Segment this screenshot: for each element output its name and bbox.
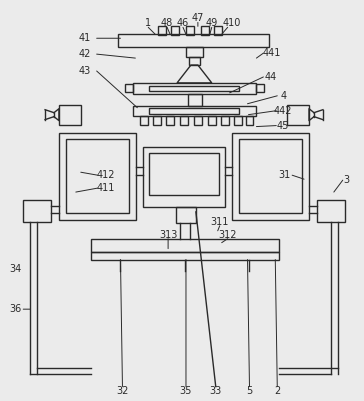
Bar xyxy=(149,86,238,91)
Text: 412: 412 xyxy=(96,170,115,180)
Bar xyxy=(186,26,194,35)
Bar xyxy=(188,94,202,106)
Text: 42: 42 xyxy=(79,49,91,59)
Text: 31: 31 xyxy=(278,170,290,180)
Bar xyxy=(166,115,174,125)
Text: 47: 47 xyxy=(192,13,204,23)
Bar xyxy=(59,105,81,125)
Bar xyxy=(171,26,179,35)
Bar xyxy=(180,115,188,125)
Bar xyxy=(133,83,256,94)
Bar xyxy=(189,57,200,65)
Text: 44: 44 xyxy=(264,72,276,82)
Bar xyxy=(214,26,222,35)
Text: 41: 41 xyxy=(79,33,91,43)
Bar xyxy=(201,26,209,35)
Bar xyxy=(158,26,166,35)
Text: 410: 410 xyxy=(222,18,241,28)
Bar xyxy=(194,115,202,125)
Text: 35: 35 xyxy=(180,385,192,395)
Bar xyxy=(143,148,225,207)
Bar xyxy=(91,239,279,251)
Bar xyxy=(119,34,269,47)
Text: 32: 32 xyxy=(116,385,128,395)
Bar xyxy=(66,140,130,213)
Bar xyxy=(153,115,161,125)
Bar xyxy=(245,115,253,125)
Text: 49: 49 xyxy=(206,18,218,28)
Bar xyxy=(256,84,264,92)
Text: 411: 411 xyxy=(96,183,115,193)
Text: 1: 1 xyxy=(145,18,151,28)
Text: 312: 312 xyxy=(218,230,237,240)
Text: 2: 2 xyxy=(274,385,280,395)
Bar xyxy=(232,132,309,220)
Bar xyxy=(176,207,196,223)
Bar xyxy=(149,153,219,195)
Text: 3: 3 xyxy=(344,175,350,185)
Text: 34: 34 xyxy=(9,265,21,274)
Bar xyxy=(234,115,242,125)
Bar xyxy=(149,108,238,113)
Text: 313: 313 xyxy=(159,230,177,240)
Text: 442: 442 xyxy=(274,106,292,116)
Bar xyxy=(208,115,216,125)
Bar xyxy=(91,251,279,259)
Bar xyxy=(23,200,51,222)
Text: 441: 441 xyxy=(262,48,281,58)
Text: 36: 36 xyxy=(9,304,21,314)
Bar xyxy=(126,84,133,92)
Bar xyxy=(140,115,148,125)
Text: 45: 45 xyxy=(277,121,289,131)
Bar xyxy=(59,132,136,220)
Bar xyxy=(238,140,302,213)
Text: 46: 46 xyxy=(177,18,189,28)
Text: 43: 43 xyxy=(79,66,91,76)
Text: 5: 5 xyxy=(246,385,253,395)
Text: 4: 4 xyxy=(280,91,286,101)
Bar xyxy=(133,106,256,115)
Text: 48: 48 xyxy=(161,18,173,28)
Bar xyxy=(221,115,229,125)
Bar xyxy=(287,105,309,125)
Bar xyxy=(317,200,345,222)
Text: 33: 33 xyxy=(210,385,222,395)
Bar xyxy=(186,47,203,57)
Text: 311: 311 xyxy=(210,217,229,227)
